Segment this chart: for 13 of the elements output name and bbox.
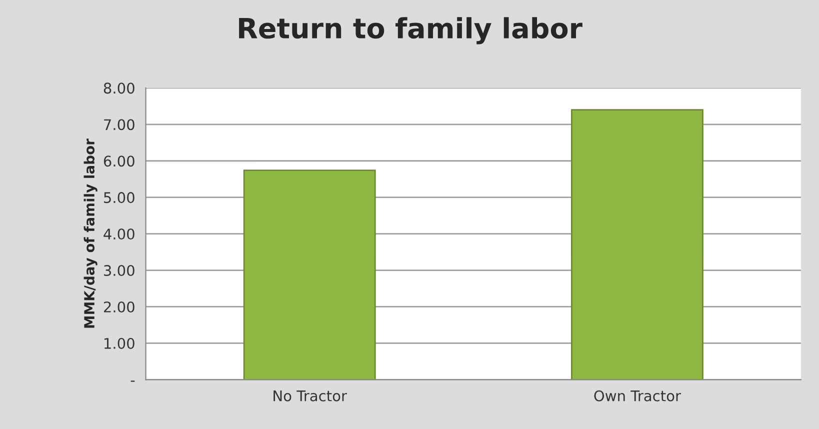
y-tick-label: 7.00 bbox=[104, 119, 134, 130]
y-tick-label: 4.00 bbox=[104, 228, 134, 240]
x-tick-label: Own Tractor bbox=[594, 390, 681, 402]
y-tick-label: 2.00 bbox=[104, 301, 134, 312]
x-tick-label: No Tractor bbox=[274, 390, 347, 402]
chart-title: Return to family labor bbox=[239, 17, 582, 44]
y-tick-label: 8.00 bbox=[104, 82, 134, 94]
y-tick-label: 1.00 bbox=[104, 338, 134, 349]
y-tick-label: 5.00 bbox=[104, 192, 134, 204]
y-axis-title: MMK/day of family labor bbox=[84, 138, 98, 328]
y-tick-label: 6.00 bbox=[104, 156, 134, 167]
y-tick-label: 3.00 bbox=[104, 264, 134, 276]
y-tick-label: - bbox=[130, 380, 135, 382]
